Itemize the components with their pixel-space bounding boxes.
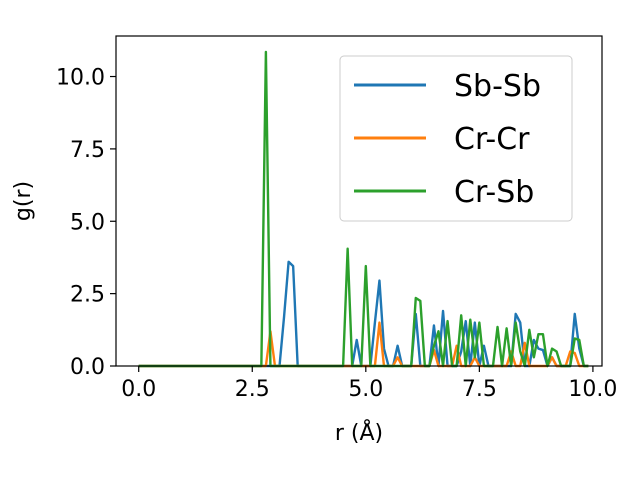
axes-layer: 0.0 2.5 5.0 7.5 10.0 0.0 2.5 5.0 7.5 10.0 — [56, 35, 617, 402]
y-tick-label: 10.0 — [56, 66, 105, 91]
y-tick-label: 7.5 — [70, 138, 105, 163]
legend-label-sb-sb: Sb-Sb — [454, 69, 541, 104]
legend-label-cr-cr: Cr-Cr — [454, 122, 530, 157]
x-tick-label: 7.5 — [462, 377, 497, 402]
x-tick-label: 10.0 — [568, 377, 617, 402]
y-tick-label: 5.0 — [70, 210, 105, 235]
legend-box — [339, 55, 573, 222]
x-axis-label: r (Å) — [335, 419, 383, 446]
axes-frame — [115, 35, 603, 367]
y-tick-label: 2.5 — [70, 283, 105, 308]
legend: Sb-Sb Cr-Cr Cr-Sb — [339, 55, 573, 222]
x-tick-label: 5.0 — [348, 377, 383, 402]
legend-label-cr-sb: Cr-Sb — [454, 175, 534, 210]
x-tick-label: 2.5 — [235, 377, 270, 402]
y-axis-label: g(r) — [11, 181, 36, 221]
x-tick-label: 0.0 — [121, 377, 156, 402]
y-tick-label: 0.0 — [70, 355, 105, 380]
